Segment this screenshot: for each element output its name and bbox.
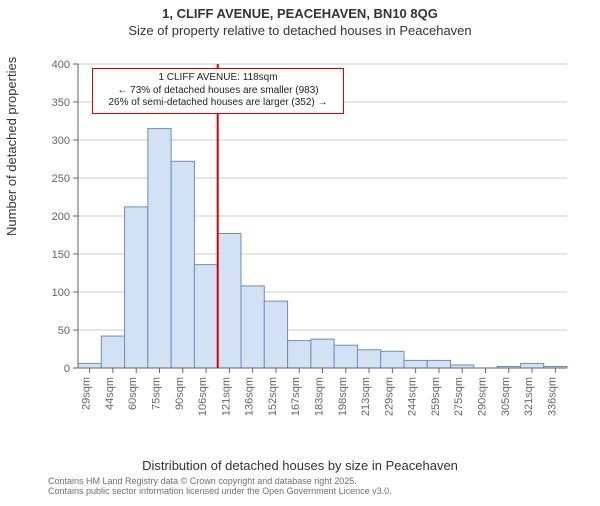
svg-text:121sqm: 121sqm: [220, 377, 232, 416]
svg-text:300: 300: [52, 135, 70, 147]
svg-text:200: 200: [52, 211, 70, 223]
title-line1: 1, CLIFF AVENUE, PEACEHAVEN, BN10 8QG: [0, 6, 600, 21]
footer-line2: Contains public sector information licen…: [48, 486, 392, 496]
svg-text:350: 350: [52, 97, 70, 109]
svg-text:75sqm: 75sqm: [151, 377, 163, 410]
callout-box: 1 CLIFF AVENUE: 118sqm ← 73% of detached…: [92, 68, 344, 114]
callout-line3: 26% of semi-detached houses are larger (…: [99, 97, 337, 110]
callout-line1: 1 CLIFF AVENUE: 118sqm: [99, 72, 337, 85]
footer: Contains HM Land Registry data © Crown c…: [48, 476, 392, 497]
svg-text:250: 250: [52, 173, 70, 185]
x-axis-label: Distribution of detached houses by size …: [0, 458, 600, 473]
svg-text:290sqm: 290sqm: [477, 377, 489, 416]
svg-text:90sqm: 90sqm: [174, 377, 186, 410]
svg-text:336sqm: 336sqm: [546, 377, 558, 416]
svg-text:136sqm: 136sqm: [244, 377, 256, 416]
svg-text:60sqm: 60sqm: [127, 377, 139, 410]
callout-line2: ← 73% of detached houses are smaller (98…: [99, 85, 337, 98]
svg-text:198sqm: 198sqm: [337, 377, 349, 416]
svg-text:244sqm: 244sqm: [407, 377, 419, 416]
svg-text:150: 150: [52, 249, 70, 261]
chart-area: 0 50 100 150 200 250 300 350 400 29sqm 44sqm 60sqm 7…: [48, 58, 573, 428]
svg-text:106sqm: 106sqm: [197, 377, 209, 416]
svg-text:259sqm: 259sqm: [430, 377, 442, 416]
svg-text:152sqm: 152sqm: [267, 377, 279, 416]
svg-text:183sqm: 183sqm: [314, 377, 326, 416]
svg-text:100: 100: [52, 287, 70, 299]
svg-text:44sqm: 44sqm: [104, 377, 116, 410]
svg-text:305sqm: 305sqm: [500, 377, 512, 416]
svg-text:29sqm: 29sqm: [81, 377, 93, 410]
title-line2: Size of property relative to detached ho…: [0, 23, 600, 38]
footer-line1: Contains HM Land Registry data © Crown c…: [48, 476, 392, 486]
svg-text:0: 0: [64, 363, 70, 375]
svg-text:50: 50: [58, 325, 70, 337]
svg-text:321sqm: 321sqm: [523, 377, 535, 416]
svg-text:400: 400: [52, 59, 70, 71]
y-axis-label: Number of detached properties: [4, 57, 19, 236]
svg-text:229sqm: 229sqm: [383, 377, 395, 416]
svg-text:167sqm: 167sqm: [290, 377, 302, 416]
svg-text:275sqm: 275sqm: [453, 377, 465, 416]
svg-text:213sqm: 213sqm: [360, 377, 372, 416]
histogram-svg: 0 50 100 150 200 250 300 350 400 29sqm 44sqm 60sqm 7…: [48, 58, 573, 428]
